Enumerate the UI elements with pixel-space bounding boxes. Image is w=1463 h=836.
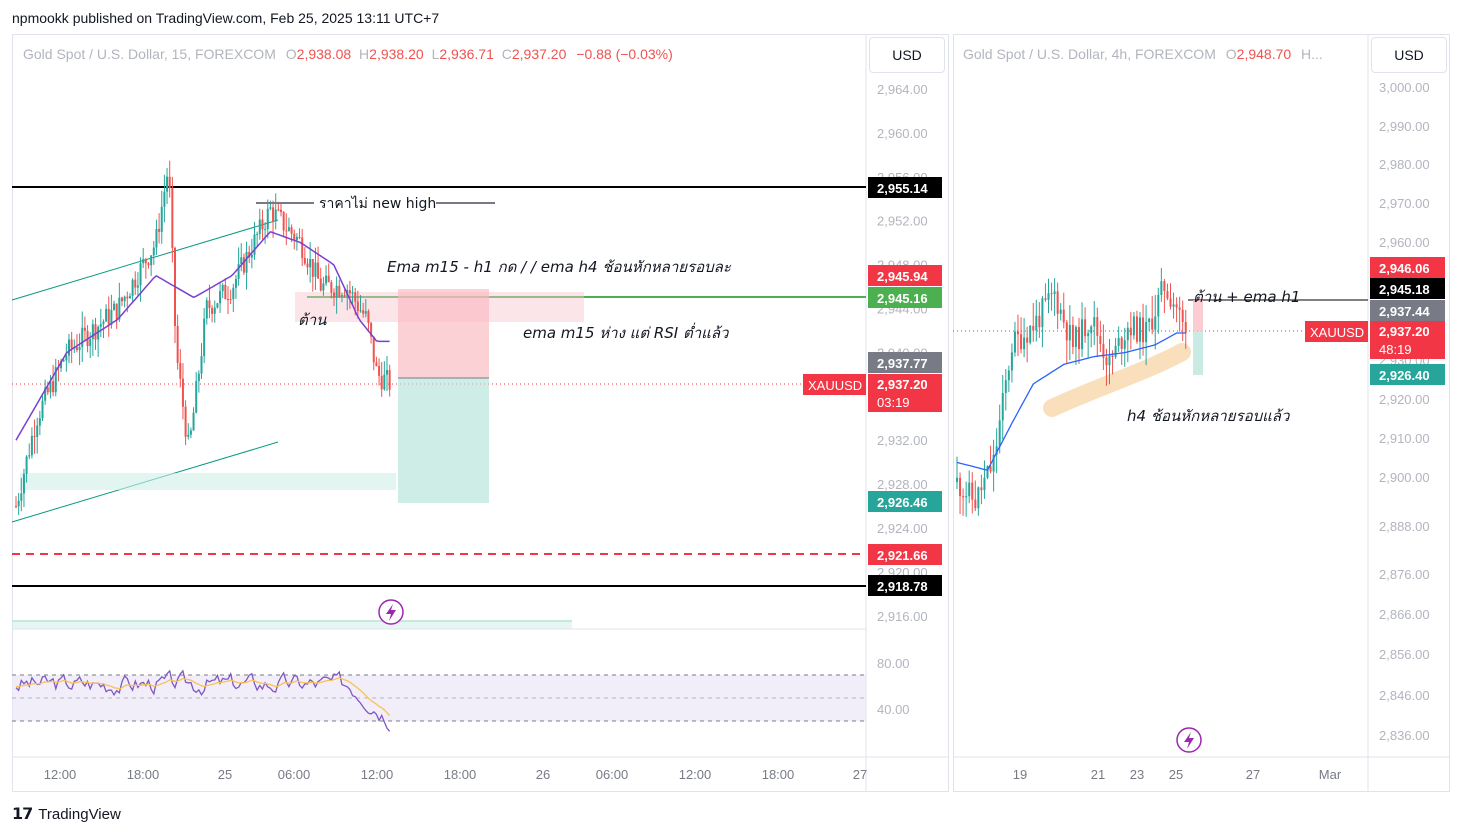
publish-info: npmookk published on TradingView.com, Fe…: [12, 10, 440, 26]
left-currency-button[interactable]: USD: [869, 37, 945, 73]
footer-brand[interactable]: 𝟭𝟳 TradingView: [12, 804, 121, 824]
footer-brand-label: TradingView: [38, 805, 121, 823]
tradingview-logo-icon: 𝟭𝟳: [12, 806, 33, 823]
right-chart-panel[interactable]: [953, 34, 1450, 792]
left-chart-panel[interactable]: [12, 34, 949, 792]
right-currency-button[interactable]: USD: [1371, 37, 1447, 73]
